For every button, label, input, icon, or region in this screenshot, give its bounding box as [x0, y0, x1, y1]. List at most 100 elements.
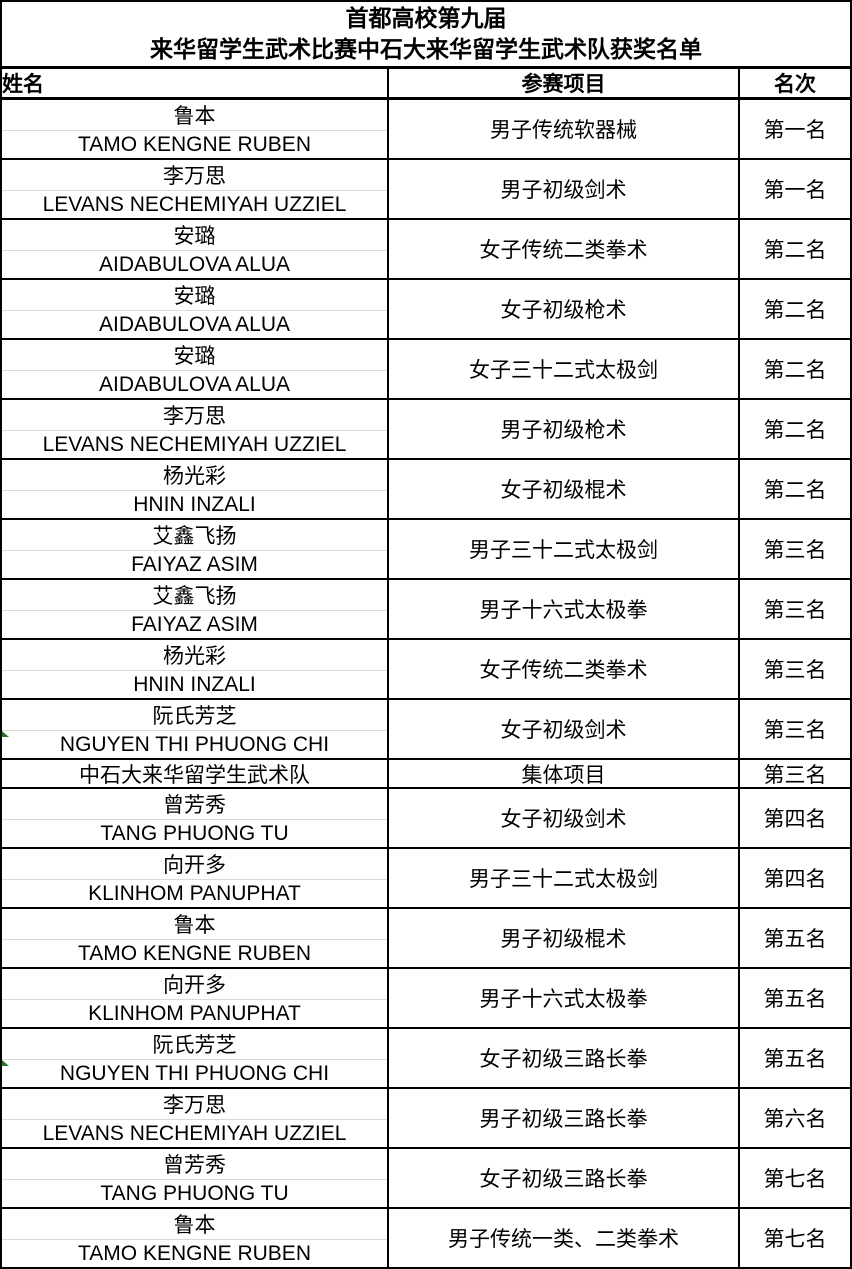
table-row: 向开多 KLINHOM PANUPHAT 男子十六式太极拳 第五名: [2, 969, 850, 1029]
event-cell: 男子传统一类、二类拳术: [389, 1209, 740, 1267]
name-chinese: 曾芳秀: [2, 789, 387, 820]
table-row: 曾芳秀 TANG PHUONG TU 女子初级剑术 第四名: [2, 789, 850, 849]
event-cell: 女子初级棍术: [389, 460, 740, 518]
name-chinese: 艾鑫飞扬: [2, 520, 387, 551]
excel-error-indicator-icon: [2, 1060, 9, 1066]
event-cell: 女子初级枪术: [389, 280, 740, 338]
name-cell: 安璐 AIDABULOVA ALUA: [2, 340, 389, 398]
name-chinese: 鲁本: [2, 100, 387, 131]
name-cell: 安璐 AIDABULOVA ALUA: [2, 220, 389, 278]
table-row: 杨光彩 HNIN INZALI 女子传统二类拳术 第三名: [2, 640, 850, 700]
name-chinese: 向开多: [2, 849, 387, 880]
name-chinese: 阮氏芳芝: [2, 1029, 387, 1060]
event-cell: 男子三十二式太极剑: [389, 849, 740, 907]
name-chinese: 李万思: [2, 400, 387, 431]
header-rank: 名次: [774, 73, 816, 96]
rank-cell: 第五名: [763, 1048, 827, 1071]
name-chinese: 李万思: [2, 1089, 387, 1120]
table-row: 中石大来华留学生武术队 集体项目 第三名: [2, 760, 850, 789]
table-row: 阮氏芳芝 NGUYEN THI PHUONG CHI 女子初级剑术 第三名: [2, 700, 850, 760]
rank-cell: 第三名: [763, 539, 827, 562]
name-chinese: 杨光彩: [2, 640, 387, 671]
event-cell: 女子传统二类拳术: [389, 640, 740, 698]
name-cell: 艾鑫飞扬 FAIYAZ ASIM: [2, 520, 389, 578]
name-chinese: 阮氏芳芝: [2, 700, 387, 731]
name-english: TANG PHUONG TU: [100, 821, 289, 845]
name-cell: 曾芳秀 TANG PHUONG TU: [2, 1149, 389, 1207]
event-cell: 女子初级三路长拳: [389, 1029, 740, 1087]
name-english: AIDABULOVA ALUA: [98, 372, 291, 396]
table-row: 艾鑫飞扬 FAIYAZ ASIM 男子十六式太极拳 第三名: [2, 580, 850, 640]
name-chinese: 向开多: [2, 969, 387, 1000]
rank-cell: 第五名: [763, 928, 827, 951]
name-english: KLINHOM PANUPHAT: [88, 1001, 301, 1025]
name-english: TAMO KENGNE RUBEN: [78, 1241, 311, 1265]
name-cell: 阮氏芳芝 NGUYEN THI PHUONG CHI: [2, 700, 389, 758]
rank-cell: 第三名: [763, 599, 827, 622]
name-cell: 鲁本 TAMO KENGNE RUBEN: [2, 100, 389, 158]
rank-cell: 第二名: [763, 299, 827, 322]
table-row: 艾鑫飞扬 FAIYAZ ASIM 男子三十二式太极剑 第三名: [2, 520, 850, 580]
name-english: LEVANS NECHEMIYAH UZZIEL: [42, 1121, 347, 1145]
rank-cell: 第三名: [763, 719, 827, 742]
name-english: NGUYEN THI PHUONG CHI: [59, 1061, 330, 1085]
name-cell: 向开多 KLINHOM PANUPHAT: [2, 969, 389, 1027]
rank-cell: 第一名: [763, 179, 827, 202]
table-row: 李万思 LEVANS NECHEMIYAH UZZIEL 男子初级枪术 第二名: [2, 400, 850, 460]
header-name: 姓名: [2, 69, 389, 97]
rank-cell: 第二名: [763, 479, 827, 502]
name-english: TAMO KENGNE RUBEN: [78, 132, 311, 156]
title-line-1: 首都高校第九届: [345, 5, 507, 31]
event-cell: 女子初级三路长拳: [389, 1149, 740, 1207]
table-row: 鲁本 TAMO KENGNE RUBEN 男子传统软器械 第一名: [2, 100, 850, 160]
name-cell: 李万思 LEVANS NECHEMIYAH UZZIEL: [2, 1089, 389, 1147]
name-chinese: 中石大来华留学生武术队: [79, 763, 310, 787]
table-row: 阮氏芳芝 NGUYEN THI PHUONG CHI 女子初级三路长拳 第五名: [2, 1029, 850, 1089]
table-title: 首都高校第九届 来华留学生武术比赛中石大来华留学生武术队获奖名单: [2, 2, 850, 69]
table-row: 向开多 KLINHOM PANUPHAT 男子三十二式太极剑 第四名: [2, 849, 850, 909]
name-english: HNIN INZALI: [133, 672, 256, 696]
name-cell: 鲁本 TAMO KENGNE RUBEN: [2, 909, 389, 967]
event-cell: 男子初级枪术: [389, 400, 740, 458]
name-cell: 曾芳秀 TANG PHUONG TU: [2, 789, 389, 847]
table-row: 李万思 LEVANS NECHEMIYAH UZZIEL 男子初级剑术 第一名: [2, 160, 850, 220]
title-line-2: 来华留学生武术比赛中石大来华留学生武术队获奖名单: [150, 36, 702, 62]
rank-cell: 第三名: [763, 763, 827, 787]
name-cell: 杨光彩 HNIN INZALI: [2, 640, 389, 698]
name-english: AIDABULOVA ALUA: [98, 252, 291, 276]
name-cell: 中石大来华留学生武术队: [2, 760, 389, 787]
table-row: 杨光彩 HNIN INZALI 女子初级棍术 第二名: [2, 460, 850, 520]
name-cell: 安璐 AIDABULOVA ALUA: [2, 280, 389, 338]
name-cell: 阮氏芳芝 NGUYEN THI PHUONG CHI: [2, 1029, 389, 1087]
name-chinese: 安璐: [2, 220, 387, 251]
table-row: 安璐 AIDABULOVA ALUA 女子传统二类拳术 第二名: [2, 220, 850, 280]
rank-cell: 第七名: [763, 1228, 827, 1251]
header-event: 参赛项目: [389, 69, 740, 97]
event-cell: 男子十六式太极拳: [389, 580, 740, 638]
name-english: FAIYAZ ASIM: [131, 612, 258, 636]
excel-error-indicator-icon: [2, 731, 9, 737]
name-english: LEVANS NECHEMIYAH UZZIEL: [42, 192, 347, 216]
name-chinese: 曾芳秀: [2, 1149, 387, 1180]
event-cell: 女子传统二类拳术: [389, 220, 740, 278]
rank-cell: 第二名: [763, 419, 827, 442]
rank-cell: 第四名: [763, 808, 827, 831]
rank-cell: 第二名: [763, 239, 827, 262]
rank-cell: 第一名: [763, 119, 827, 142]
table-row: 鲁本 TAMO KENGNE RUBEN 男子传统一类、二类拳术 第七名: [2, 1209, 850, 1267]
name-english: AIDABULOVA ALUA: [98, 312, 291, 336]
rank-cell: 第七名: [763, 1168, 827, 1191]
name-cell: 李万思 LEVANS NECHEMIYAH UZZIEL: [2, 400, 389, 458]
name-chinese: 鲁本: [2, 909, 387, 940]
table-row: 李万思 LEVANS NECHEMIYAH UZZIEL 男子初级三路长拳 第六…: [2, 1089, 850, 1149]
event-cell: 男子初级剑术: [389, 160, 740, 218]
table-row: 曾芳秀 TANG PHUONG TU 女子初级三路长拳 第七名: [2, 1149, 850, 1209]
table-row: 安璐 AIDABULOVA ALUA 女子三十二式太极剑 第二名: [2, 340, 850, 400]
event-cell: 男子初级三路长拳: [389, 1089, 740, 1147]
name-chinese: 安璐: [2, 280, 387, 311]
name-cell: 李万思 LEVANS NECHEMIYAH UZZIEL: [2, 160, 389, 218]
event-cell: 男子十六式太极拳: [389, 969, 740, 1027]
name-chinese: 安璐: [2, 340, 387, 371]
table-row: 安璐 AIDABULOVA ALUA 女子初级枪术 第二名: [2, 280, 850, 340]
